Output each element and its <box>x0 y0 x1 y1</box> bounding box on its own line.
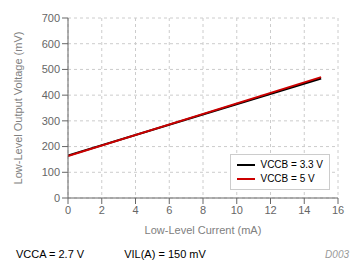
svg-text:100: 100 <box>42 166 60 178</box>
svg-text:Low-Level Current (mA): Low-Level Current (mA) <box>145 224 262 236</box>
svg-text:2: 2 <box>99 204 105 216</box>
svg-text:8: 8 <box>200 204 206 216</box>
html-text:D003: D003 <box>325 249 349 260</box>
html-text:VCCA = 2.7 V: VCCA = 2.7 V <box>16 248 85 260</box>
html-text:VIL(A) = 150 mV: VIL(A) = 150 mV <box>124 248 206 260</box>
svg-text:14: 14 <box>298 204 310 216</box>
html-text:VCCB = 5 V: VCCB = 5 V <box>260 173 315 184</box>
html-text:VCCB = 3.3 V: VCCB = 3.3 V <box>260 159 323 170</box>
svg-text:600: 600 <box>42 38 60 50</box>
svg-text:4: 4 <box>132 204 138 216</box>
svg-text:0: 0 <box>54 192 60 204</box>
svg-text:12: 12 <box>264 204 276 216</box>
svg-text:700: 700 <box>42 12 60 24</box>
svg-text:6: 6 <box>166 204 172 216</box>
svg-text:200: 200 <box>42 140 60 152</box>
svg-text:0: 0 <box>65 204 71 216</box>
svg-text:Low-Level Output Voltage (mV): Low-Level Output Voltage (mV) <box>12 32 24 185</box>
svg-text:400: 400 <box>42 89 60 101</box>
svg-text:10: 10 <box>231 204 243 216</box>
svg-text:500: 500 <box>42 63 60 75</box>
svg-text:300: 300 <box>42 115 60 127</box>
svg-text:16: 16 <box>332 204 344 216</box>
